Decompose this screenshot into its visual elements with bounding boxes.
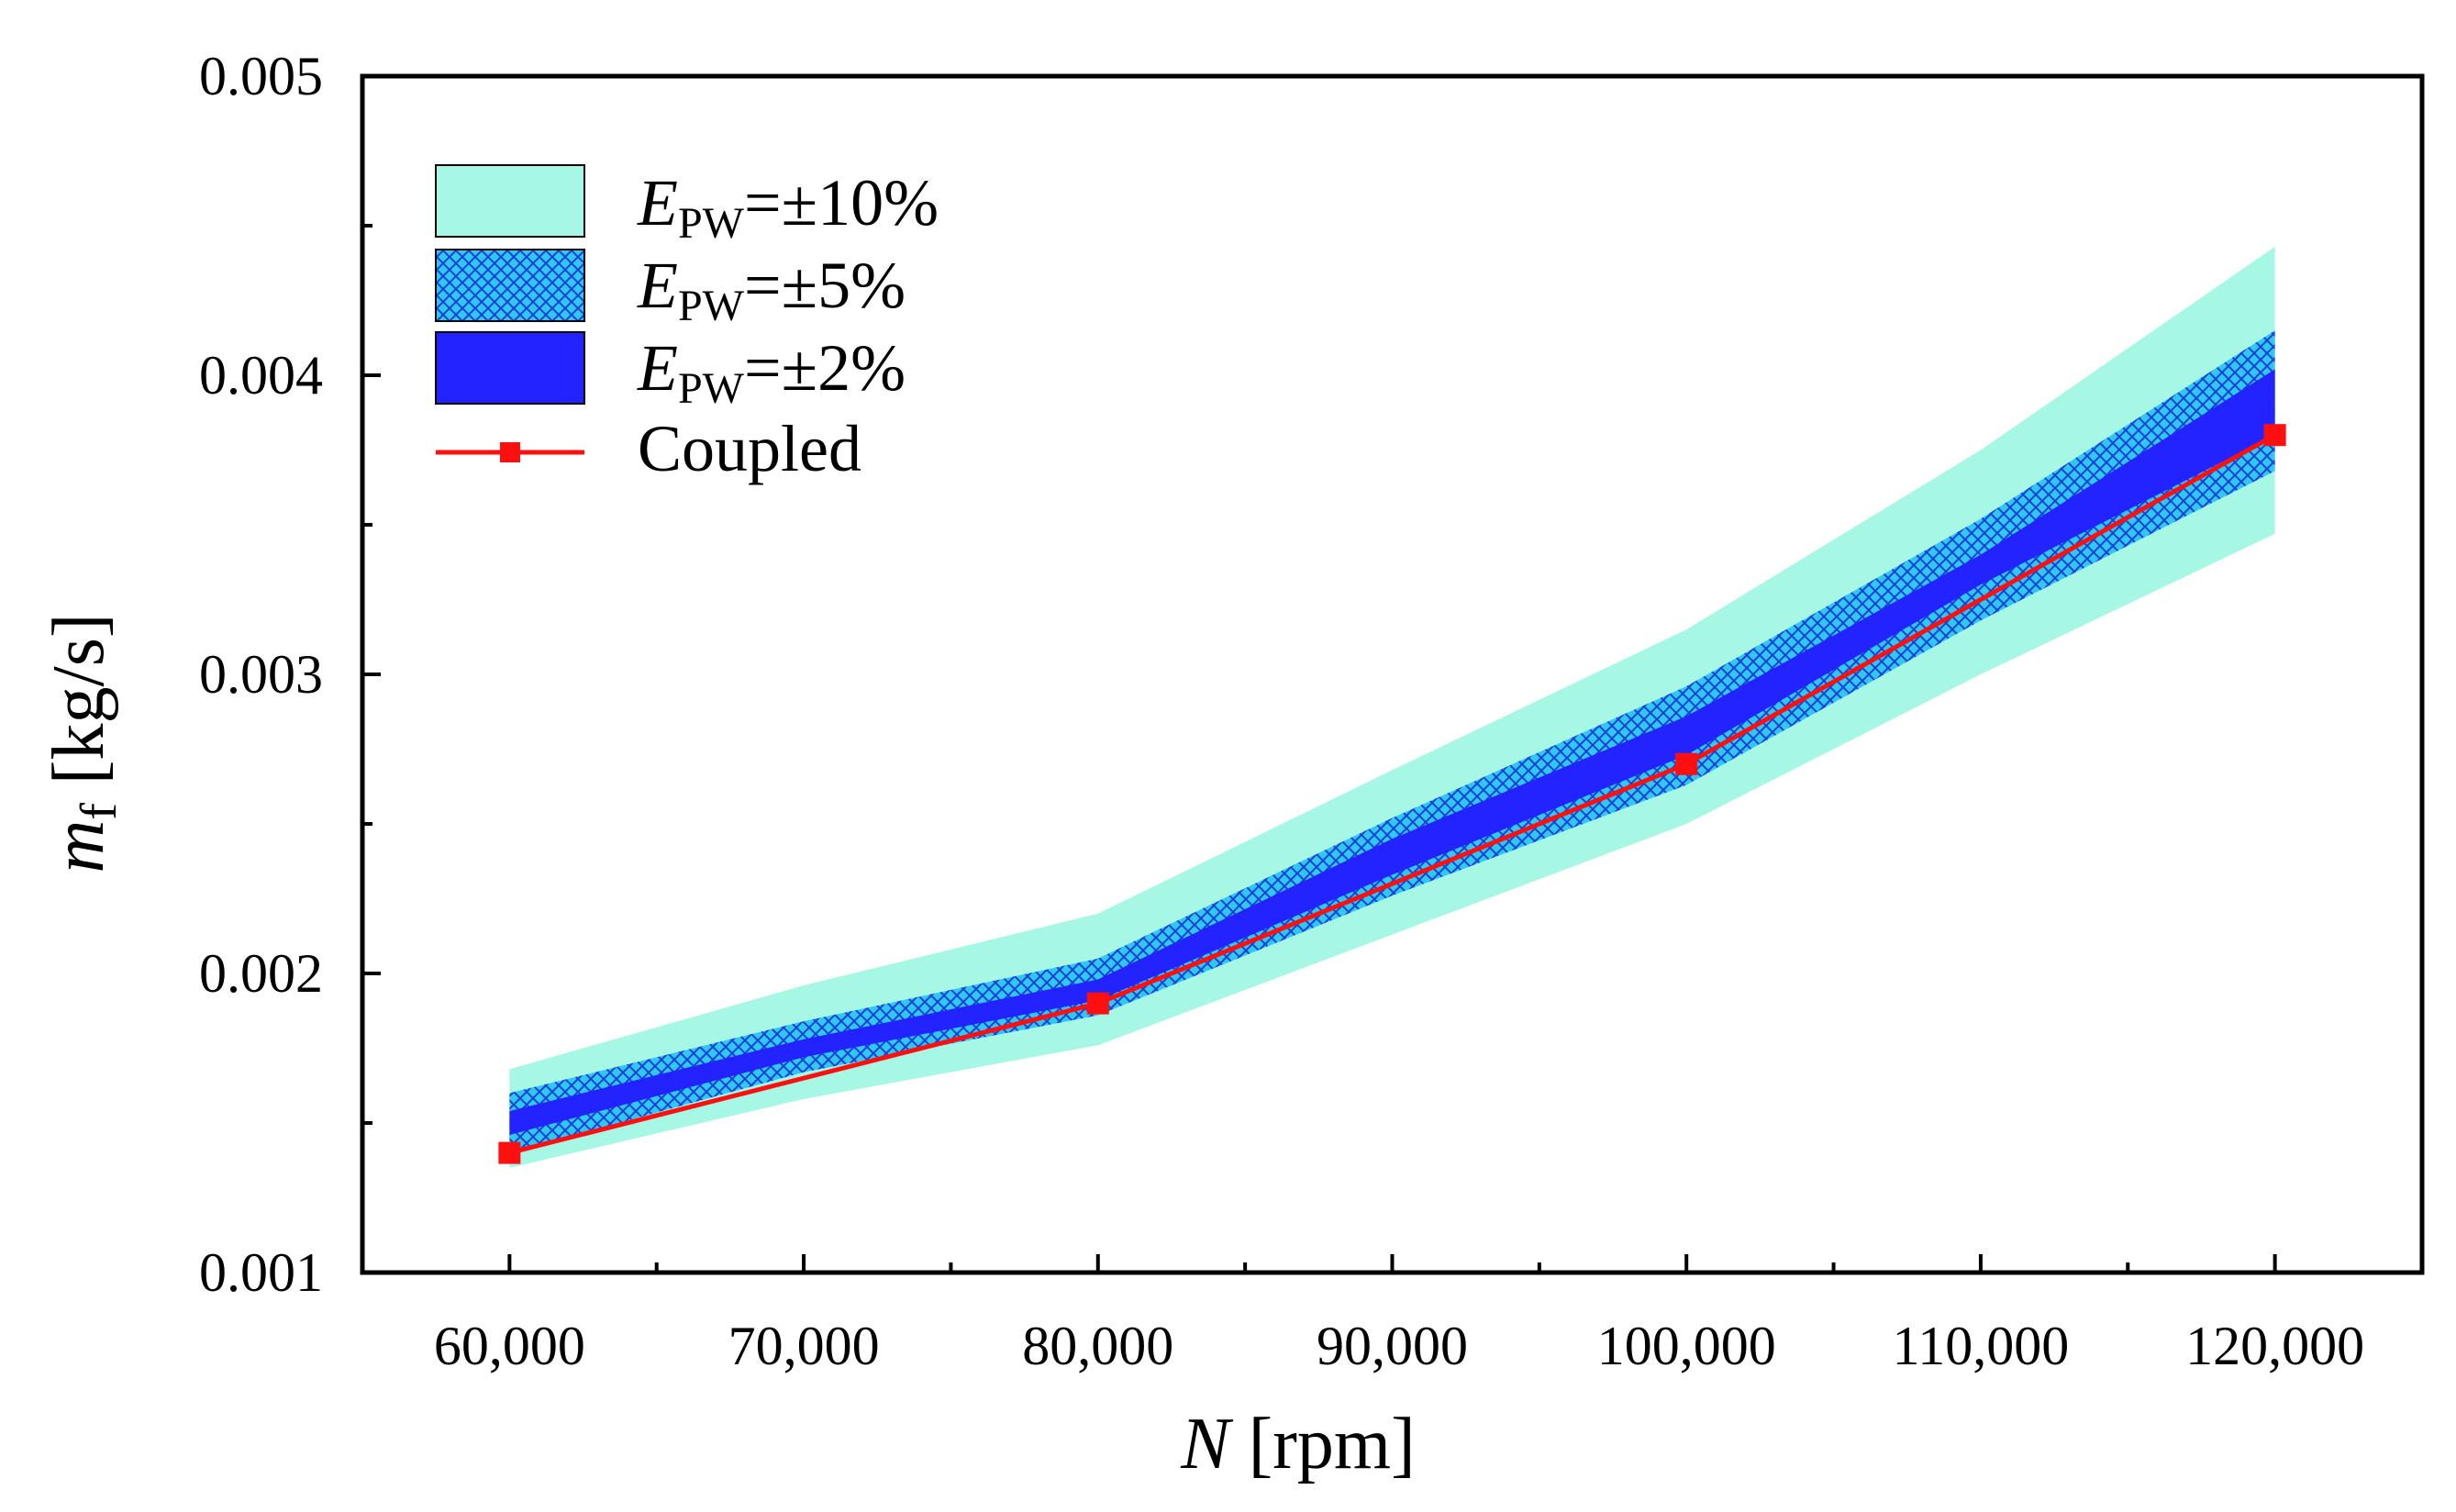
x-tick-label: 110,000 [1893,1316,2070,1376]
legend-band2-subscript: PW [678,364,745,413]
y-tick-label: 0.002 [199,943,323,1004]
series-layer [498,424,2286,1164]
x-axis-unit: [rpm] [1230,1404,1416,1484]
x-axis-symbol: N [1180,1404,1234,1484]
axis-ticks [362,74,2277,1274]
legend-band2-symbol: E [637,331,678,405]
x-tick-label: 60,000 [434,1316,585,1376]
legend-band5-value: =±5% [744,249,906,322]
legend-band2-value: =±2% [744,331,906,405]
legend: EPW=±10% EPW=±5% EPW=±2% Coupled [435,164,939,485]
data-point-coupled [498,1141,521,1164]
bands-layer [509,246,2275,1168]
legend-band5-subscript: PW [678,282,745,330]
y-tick-labels: 0.001 0.002 0.003 0.004 0.005 [199,46,323,1303]
legend-swatch-band2 [435,331,585,405]
x-tick-label: 90,000 [1317,1316,1468,1376]
legend-band5-symbol: E [637,249,678,322]
y-tick-label: 0.001 [199,1242,323,1303]
legend-label-band5: EPW=±5% [637,249,906,330]
legend-band10-symbol: E [637,166,678,239]
x-tick-label: 100,000 [1597,1316,1776,1376]
y-axis-unit: [kg/s] [39,613,119,803]
y-tick-label: 0.004 [199,345,323,406]
series-line-coupled [508,433,2276,1156]
y-axis-subscript: f [71,803,128,820]
legend-label-band10: EPW=±10% [637,166,939,248]
legend-band10-value: =±10% [744,166,939,239]
legend-label-band2: EPW=±2% [637,331,906,413]
x-axis-title: N [rpm] [1180,1404,1416,1484]
y-axis-symbol: m [39,820,119,873]
data-point-coupled [1086,992,1109,1015]
legend-band10-subscript: PW [678,199,745,248]
x-tick-labels: 60,000 70,000 80,000 90,000 100,000 110,000 12… [434,1316,2364,1376]
x-tick-label: 120,000 [2185,1316,2364,1376]
legend-marker-coupled [500,442,520,462]
data-point-coupled [1675,752,1698,775]
y-tick-label: 0.005 [199,46,323,106]
data-point-coupled [2263,424,2286,447]
y-tick-label: 0.003 [199,644,323,705]
y-axis-title: mf [kg/s] [39,613,128,873]
legend-swatch-band5 [435,249,585,322]
legend-swatch-band10 [435,164,585,238]
x-tick-label: 80,000 [1022,1316,1173,1376]
x-tick-label: 70,000 [728,1316,880,1376]
legend-label-coupled: Coupled [638,412,861,485]
